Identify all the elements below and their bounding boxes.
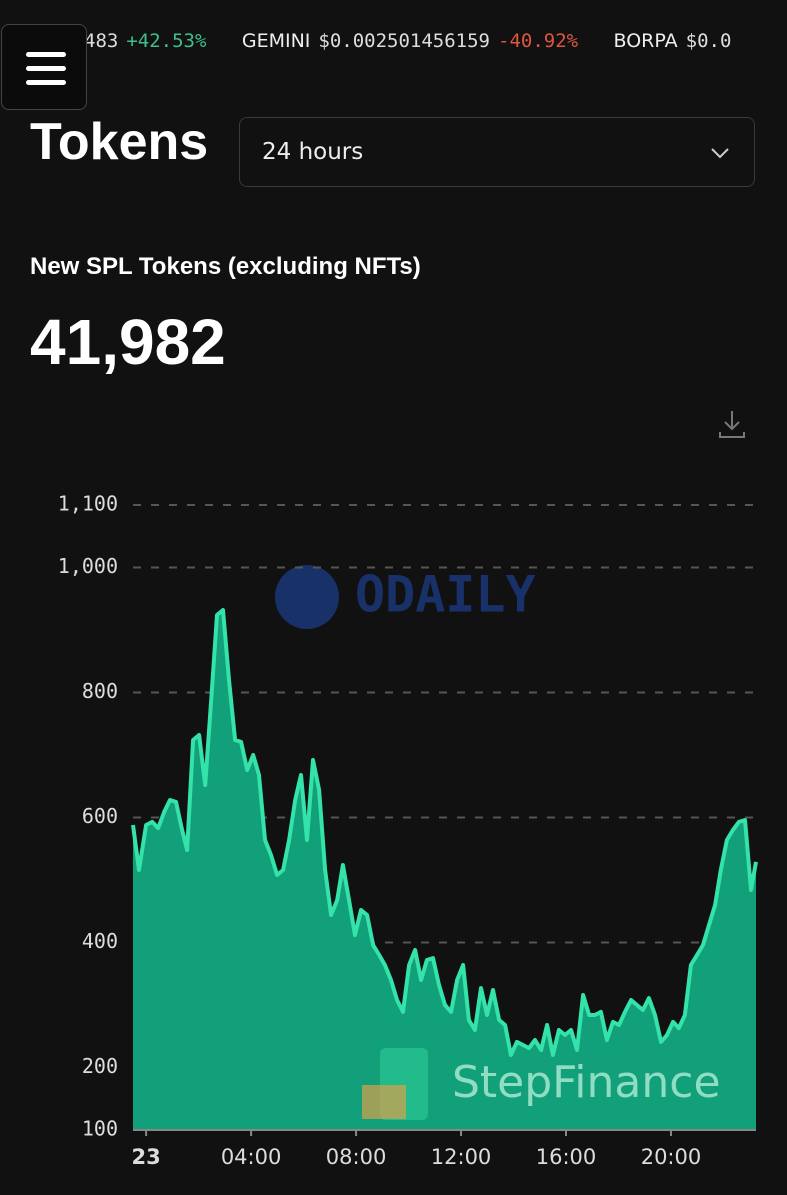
watermark-logo <box>362 1085 406 1119</box>
page-title: Tokens <box>30 113 209 171</box>
watermark-logo <box>275 565 339 629</box>
watermark: ODAILY <box>355 566 536 624</box>
ticker-price: 483 <box>84 30 119 52</box>
chevron <box>711 148 729 159</box>
period-value: 24 hours <box>262 139 364 165</box>
period-select[interactable]: 24 hours <box>239 117 755 187</box>
ticker-name: GEMINI <box>241 30 311 52</box>
ticker: 483 +42.53% GEMINI $0.002501456159 -40.92% … <box>84 30 739 52</box>
line <box>131 608 758 1057</box>
x-tick-label: 08:00 <box>326 1145 387 1169</box>
ticker-price: $0.0 <box>685 30 732 52</box>
y-tick-label: 400 <box>82 929 118 953</box>
x-tick-label: 23 <box>132 1145 161 1169</box>
x-tick-label: 20:00 <box>641 1145 702 1169</box>
x-tick-label: 12:00 <box>431 1145 492 1169</box>
ticker-change: +42.53% <box>126 30 207 52</box>
y-tick-label: 800 <box>82 679 118 703</box>
y-tick-label: 200 <box>82 1054 118 1078</box>
y-tick-label: 1,000 <box>58 554 118 578</box>
area <box>133 610 756 1130</box>
stat-value: 41,982 <box>30 306 226 378</box>
watermark: StepFinance <box>452 1057 721 1108</box>
y-tick-label: 1,100 <box>58 492 118 516</box>
ticker-change: -40.92% <box>498 30 579 52</box>
ticker-name: BORPA <box>613 30 678 52</box>
ticker-price: $0.002501456159 <box>318 30 490 52</box>
y-tick-label: 100 <box>82 1117 118 1141</box>
download-button[interactable] <box>716 408 748 440</box>
x-tick-label: 04:00 <box>221 1145 282 1169</box>
x-tick-label: 16:00 <box>536 1145 597 1169</box>
y-tick-label: 600 <box>82 804 118 828</box>
stat-label: New SPL Tokens (excluding NFTs) <box>30 253 421 280</box>
menu-button[interactable] <box>1 24 87 110</box>
